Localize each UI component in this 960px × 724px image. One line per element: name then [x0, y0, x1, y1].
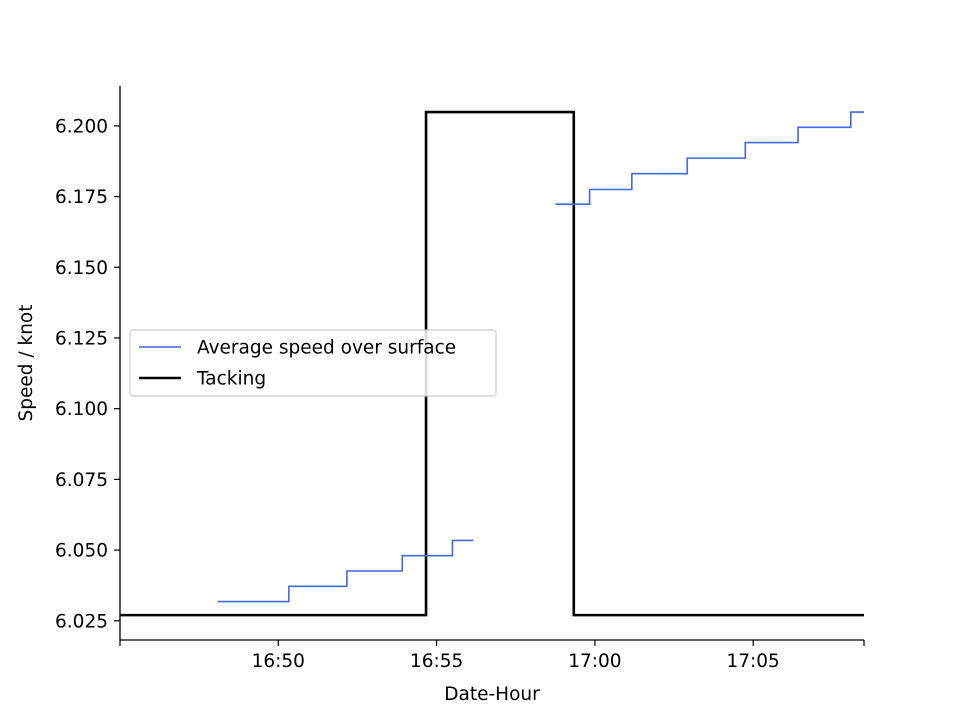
y-tick-label: 6.050 [55, 541, 108, 562]
series-line-tacking [120, 110, 864, 617]
series-line-average-speed-segment-2 [555, 111, 864, 206]
y-tick-label: 6.125 [55, 328, 108, 349]
series-layer [120, 110, 864, 617]
x-axis-label: Date-Hour [444, 684, 540, 705]
x-tick-label: 16:55 [410, 651, 463, 672]
x-axis-ticks: 16:50 16:55 17:00 17:05 [119, 640, 865, 672]
y-tick-label: 6.150 [55, 258, 108, 279]
x-tick-label: 17:05 [727, 651, 780, 672]
y-tick-label: 6.175 [55, 187, 108, 208]
y-tick-label: 6.200 [55, 116, 108, 137]
y-tick-label: 6.025 [55, 611, 108, 632]
y-axis-ticks: 6.025 6.050 6.075 6.100 6.125 6.150 6.175 6.200 [55, 116, 120, 632]
series-line-average-speed-segment-1 [217, 539, 474, 603]
legend-label-tacking: Tacking [196, 369, 266, 390]
y-tick-label: 6.075 [55, 470, 108, 491]
x-tick-label: 16:50 [252, 651, 305, 672]
legend: Average speed over surface Tacking [129, 329, 497, 397]
y-axis-label: Speed / knot [16, 305, 37, 422]
y-tick-label: 6.100 [55, 399, 108, 420]
legend-box [129, 329, 497, 397]
x-tick-label: 17:00 [568, 651, 621, 672]
legend-label-average-speed: Average speed over surface [197, 338, 456, 359]
